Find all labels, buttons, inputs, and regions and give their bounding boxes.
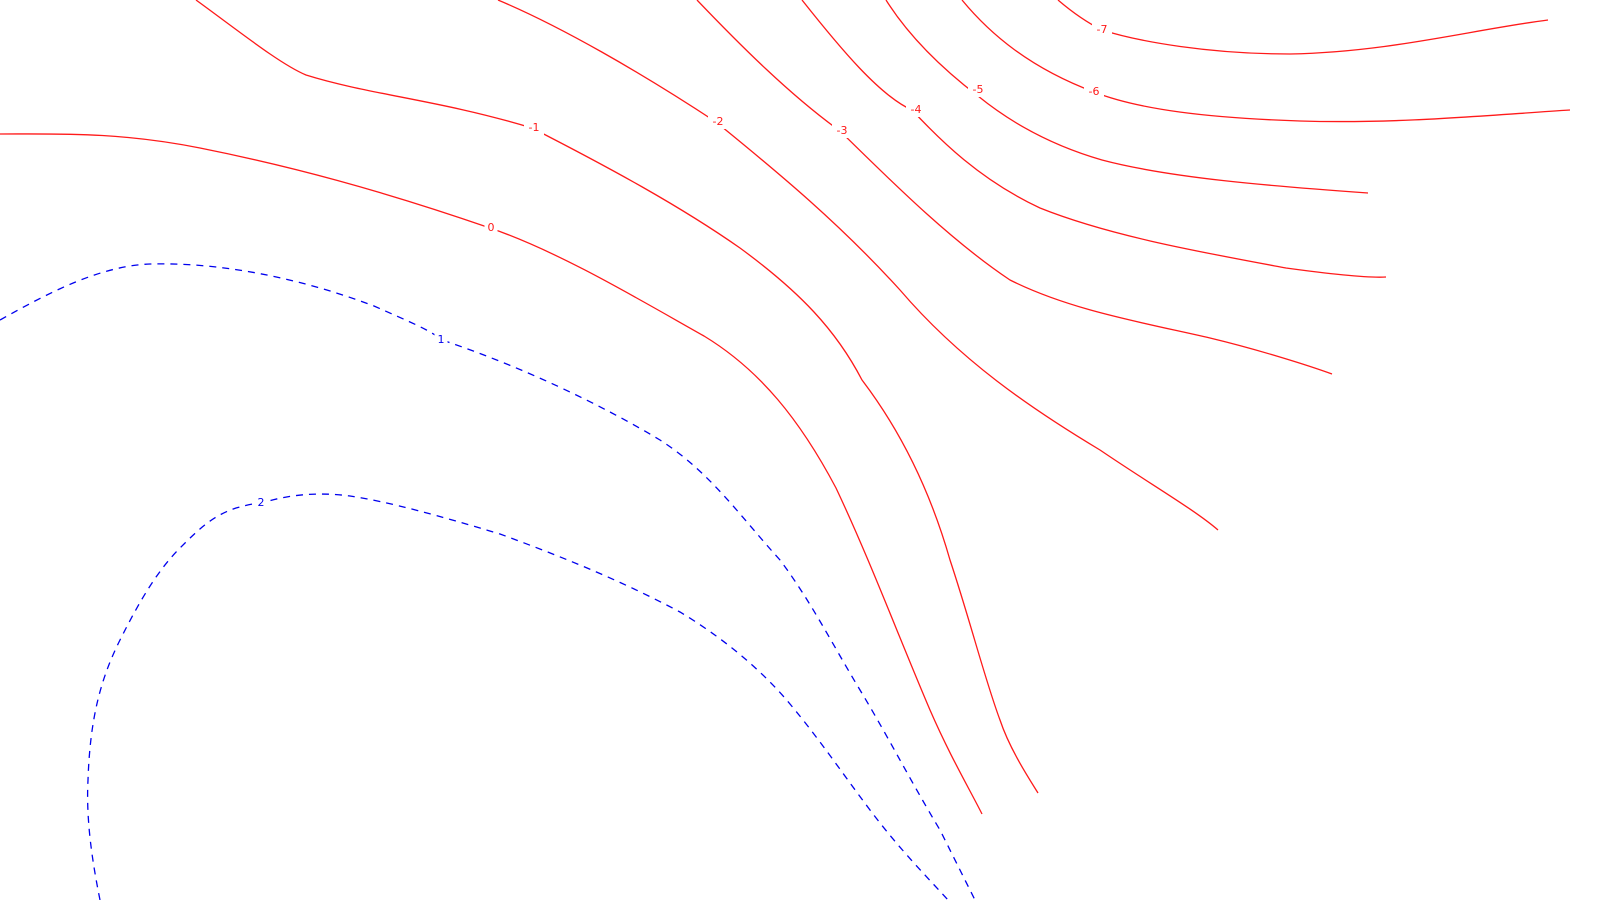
contour-line-2 [86,493,949,900]
contour-label-background [906,103,926,117]
contour-label-background [968,83,988,97]
contour-label-neg6: -6 [1089,85,1100,98]
contour-label-neg3: -3 [837,124,848,137]
contour-label-neg7: -7 [1097,23,1108,36]
contour-label-2: 2 [258,496,265,509]
contour-label-background [484,221,498,235]
contour-label-background [254,496,268,510]
contour-line-neg1 [195,0,1039,794]
contour-label-neg2: -2 [713,115,724,128]
contour-label-neg1: -1 [529,121,540,134]
contour-line-neg2 [497,0,1219,531]
contour-line-0 [0,133,983,815]
contour-line-neg5 [885,0,1369,194]
contour-line-neg3 [696,0,1333,375]
contour-label-background [1092,23,1112,37]
contour-line-1 [0,263,976,900]
contour-label-0: 0 [488,221,495,234]
contour-label-neg4: -4 [911,103,922,116]
contour-label-background [1084,85,1104,99]
contour-label-background [708,115,728,129]
contour-label-1: 1 [438,333,445,346]
contour-label-background [832,124,852,138]
contour-labels-layer: -7 -6 -5 -4 -3 -2 -1 0 1 2 [254,23,1112,510]
contour-label-background [524,121,544,135]
contour-label-background [434,333,448,347]
contour-line-neg6 [961,0,1571,123]
contour-label-neg5: -5 [973,83,984,96]
contour-line-neg4 [801,0,1387,278]
